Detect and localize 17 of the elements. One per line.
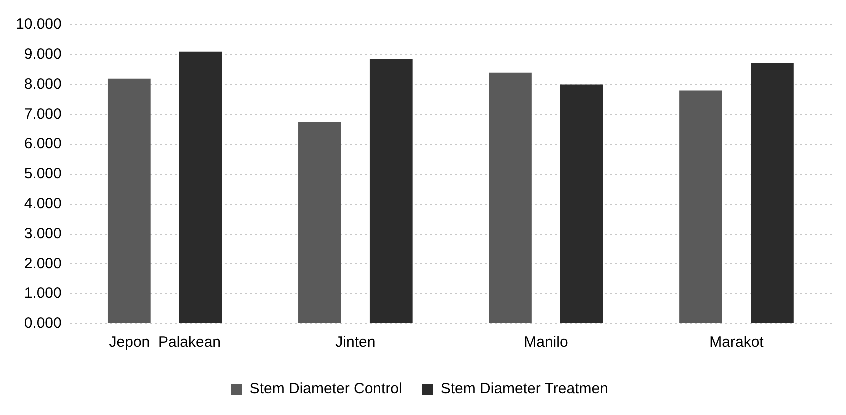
- x-tick-label: Manilo: [524, 334, 568, 352]
- y-tick-label: 1.000: [24, 285, 62, 302]
- y-tick-label: 10.000: [16, 16, 62, 34]
- y-tick-label: 4.000: [24, 196, 62, 213]
- y-tick-label: 5.000: [24, 166, 62, 183]
- y-tick-label: 7.000: [24, 106, 62, 123]
- x-tick-label: Marakot: [710, 334, 765, 352]
- y-tick-label: 9.000: [24, 46, 62, 64]
- y-tick-label: 8.000: [24, 76, 62, 93]
- y-tick-label: 6.000: [24, 136, 62, 153]
- y-tick-label: 3.000: [24, 225, 62, 242]
- x-tick-label: Jinten: [336, 334, 376, 352]
- legend-label: Stem Diameter Treatmen: [440, 380, 608, 398]
- y-tick-label: 0.000: [24, 315, 62, 332]
- y-tick-label: 2.000: [24, 255, 62, 272]
- legend-label: Stem Diameter Control: [250, 380, 402, 398]
- x-tick-label: Jepon Palakean: [109, 334, 222, 352]
